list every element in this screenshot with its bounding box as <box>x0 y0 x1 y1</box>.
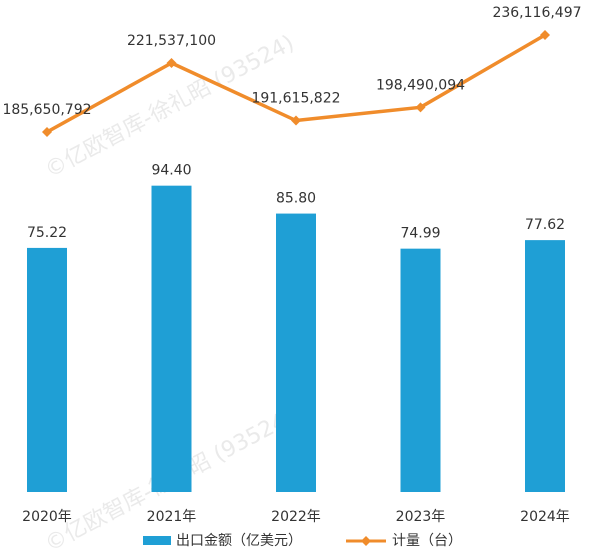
legend: 出口金额（亿美元） 计量（台） <box>143 533 462 549</box>
bar-label-4: 77.62 <box>525 217 565 233</box>
legend-swatch-marker <box>361 536 371 546</box>
line-label-2: 191,615,822 <box>251 91 340 107</box>
x-tick-2: 2022年 <box>271 509 321 525</box>
line-labels: 185,650,792 221,537,100 191,615,822 198,490… <box>2 5 581 118</box>
bar-1 <box>151 185 192 492</box>
bar-label-3: 74.99 <box>400 226 440 242</box>
bar-3 <box>400 248 441 492</box>
x-tick-4: 2024年 <box>520 509 570 525</box>
line-label-1: 221,537,100 <box>127 33 216 49</box>
legend-swatch-bar <box>143 536 171 545</box>
bar-4 <box>525 240 565 492</box>
bar-0 <box>27 247 67 492</box>
line-point-0 <box>42 127 52 137</box>
bar-label-0: 75.22 <box>27 225 67 241</box>
line-point-4 <box>540 30 550 40</box>
x-tick-0: 2020年 <box>22 509 72 525</box>
bar-label-1: 94.40 <box>151 163 191 179</box>
x-axis: 2020年 2021年 2022年 2023年 2024年 <box>22 509 570 525</box>
line-point-2 <box>291 115 301 126</box>
x-tick-1: 2021年 <box>147 509 197 525</box>
line-label-4: 236,116,497 <box>492 5 581 21</box>
line-point-3 <box>415 102 426 113</box>
bar-2 <box>276 213 316 493</box>
bar-label-2: 85.80 <box>276 191 316 207</box>
legend-label-line: 计量（台） <box>392 533 462 549</box>
line-point-1 <box>166 58 177 69</box>
bar-labels: 75.22 94.40 85.80 74.99 77.62 <box>27 163 565 242</box>
bar-series <box>27 185 565 493</box>
x-tick-3: 2023年 <box>396 509 446 525</box>
line-label-0: 185,650,792 <box>2 102 91 118</box>
line-series <box>42 30 550 137</box>
legend-label-bar: 出口金额（亿美元） <box>176 533 302 549</box>
line-label-3: 198,490,094 <box>376 77 465 93</box>
